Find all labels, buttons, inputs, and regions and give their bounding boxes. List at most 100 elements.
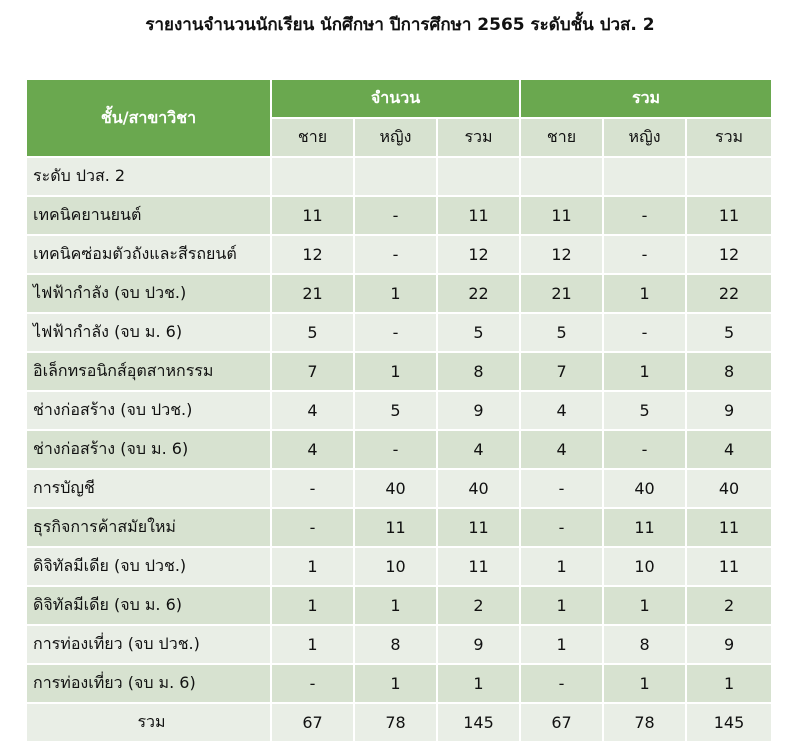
program-name: ช่างก่อสร้าง (จบ ปวช.) [27, 392, 272, 431]
count-cell: 11 [687, 197, 772, 236]
count-cell: 1 [521, 587, 605, 626]
count-cell: 12 [521, 236, 605, 275]
program-name: การท่องเที่ยว (จบ ม. 6) [27, 665, 272, 704]
count-cell: - [604, 236, 688, 275]
count-cell: 1 [438, 665, 522, 704]
report-title: รายงานจำนวนนักเรียน นักศึกษา ปีการศึกษา … [145, 15, 655, 35]
column-header-male: ชาย [272, 119, 355, 158]
count-cell: 10 [355, 548, 438, 587]
table-row: ไฟฟ้ากำลัง (จบ ปวช.) 21 1 22 21 1 22 [27, 275, 772, 314]
count-cell: - [521, 470, 605, 509]
total-cell: 145 [438, 704, 522, 743]
count-cell: 1 [604, 353, 688, 392]
count-cell: - [521, 509, 605, 548]
count-cell: 4 [521, 392, 605, 431]
count-cell: 12 [687, 236, 772, 275]
column-group-total: รวม [521, 80, 772, 119]
program-name: ไฟฟ้ากำลัง (จบ ปวช.) [27, 275, 272, 314]
count-cell: 10 [604, 548, 688, 587]
count-cell: 4 [438, 431, 522, 470]
count-cell: 11 [687, 548, 772, 587]
count-cell: 8 [355, 626, 438, 665]
column-header-female: หญิง [604, 119, 688, 158]
count-cell: 1 [604, 587, 688, 626]
count-cell: 11 [355, 509, 438, 548]
program-name: การบัญชี [27, 470, 272, 509]
count-cell: 9 [687, 392, 772, 431]
count-cell: 1 [272, 548, 355, 587]
count-cell: 11 [687, 509, 772, 548]
program-name: ไฟฟ้ากำลัง (จบ ม. 6) [27, 314, 272, 353]
count-cell: 11 [438, 197, 522, 236]
count-cell: 40 [355, 470, 438, 509]
count-cell: 1 [355, 275, 438, 314]
data-rows: เทคนิคยานยนต์ 11-11 11-11 เทคนิคซ่อมตัวถังแ… [27, 197, 772, 704]
total-label: รวม [27, 704, 272, 743]
table-row: ธุรกิจการค้าสมัยใหม่ -11 11-11 11 [27, 509, 772, 548]
count-cell: 12 [438, 236, 522, 275]
count-cell: - [272, 665, 355, 704]
program-name: ช่างก่อสร้าง (จบ ม. 6) [27, 431, 272, 470]
count-cell: - [521, 665, 605, 704]
table-row: เทคนิคซ่อมตัวถังและสีรถยนต์ 12-12 12-12 [27, 236, 772, 275]
count-cell: - [355, 431, 438, 470]
total-row: รวม 67 78 145 67 78 145 [27, 704, 772, 743]
count-cell: 9 [438, 626, 522, 665]
program-name: อิเล็กทรอนิกส์อุตสาหกรรม [27, 353, 272, 392]
column-header-male: ชาย [521, 119, 605, 158]
table-row: ดิจิทัลมีเดีย (จบ ม. 6) 1 1 2 1 1 2 [27, 587, 772, 626]
count-cell: 11 [438, 509, 522, 548]
count-cell: 5 [272, 314, 355, 353]
program-name: เทคนิคซ่อมตัวถังและสีรถยนต์ [27, 236, 272, 275]
count-cell: 8 [687, 353, 772, 392]
count-cell: 21 [521, 275, 605, 314]
count-cell: 11 [604, 509, 688, 548]
section-row: ระดับ ปวส. 2 [27, 158, 772, 197]
count-cell: 40 [604, 470, 688, 509]
column-header-program: ชั้น/สาขาวิชา [27, 80, 272, 158]
count-cell: 1 [272, 587, 355, 626]
total-cell: 145 [687, 704, 772, 743]
program-name: การท่องเที่ยว (จบ ปวช.) [27, 626, 272, 665]
table-body: ระดับ ปวส. 2 [27, 158, 772, 197]
count-cell: 11 [521, 197, 605, 236]
count-cell: 8 [604, 626, 688, 665]
column-header-sum: รวม [438, 119, 522, 158]
program-name: ธุรกิจการค้าสมัยใหม่ [27, 509, 272, 548]
section-label: ระดับ ปวส. 2 [27, 158, 272, 197]
table-row: เทคนิคยานยนต์ 11-11 11-11 [27, 197, 772, 236]
count-cell: 4 [272, 392, 355, 431]
table-row: ไฟฟ้ากำลัง (จบ ม. 6) 5-5 5-5 [27, 314, 772, 353]
count-cell: 4 [272, 431, 355, 470]
count-cell: - [604, 197, 688, 236]
table-row: การท่องเที่ยว (จบ ปวช.) 1 8 9 1 8 9 [27, 626, 772, 665]
table-row: ช่างก่อสร้าง (จบ ปวช.) 4 5 9 4 5 9 [27, 392, 772, 431]
program-name: ดิจิทัลมีเดีย (จบ ม. 6) [27, 587, 272, 626]
count-cell: 40 [687, 470, 772, 509]
count-cell: - [355, 197, 438, 236]
count-cell: 4 [521, 431, 605, 470]
column-group-count: จำนวน [272, 80, 522, 119]
table-footer: รวม 67 78 145 67 78 145 [27, 704, 772, 743]
count-cell: 9 [687, 626, 772, 665]
count-cell: 7 [521, 353, 605, 392]
program-name: ดิจิทัลมีเดีย (จบ ปวช.) [27, 548, 272, 587]
table-row: อิเล็กทรอนิกส์อุตสาหกรรม 7 1 8 7 1 8 [27, 353, 772, 392]
count-cell: 40 [438, 470, 522, 509]
count-cell: 1 [687, 665, 772, 704]
count-cell: 1 [355, 665, 438, 704]
count-cell: 7 [272, 353, 355, 392]
count-cell: 22 [438, 275, 522, 314]
count-cell: 2 [687, 587, 772, 626]
count-cell: 11 [272, 197, 355, 236]
count-cell: 8 [438, 353, 522, 392]
count-cell: 5 [355, 392, 438, 431]
total-cell: 67 [272, 704, 355, 743]
count-cell: - [604, 431, 688, 470]
count-cell: - [355, 314, 438, 353]
count-cell: - [272, 470, 355, 509]
count-cell: 1 [521, 548, 605, 587]
table-row: ช่างก่อสร้าง (จบ ม. 6) 4-4 4-4 [27, 431, 772, 470]
table-header: ชั้น/สาขาวิชา จำนวน รวม ชาย หญิง รวม ชาย… [27, 80, 772, 158]
count-cell: 5 [687, 314, 772, 353]
